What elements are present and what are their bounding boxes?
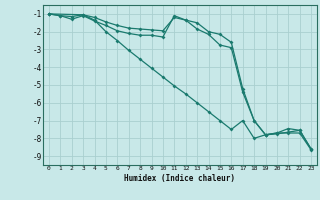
X-axis label: Humidex (Indice chaleur): Humidex (Indice chaleur) [124,174,236,183]
